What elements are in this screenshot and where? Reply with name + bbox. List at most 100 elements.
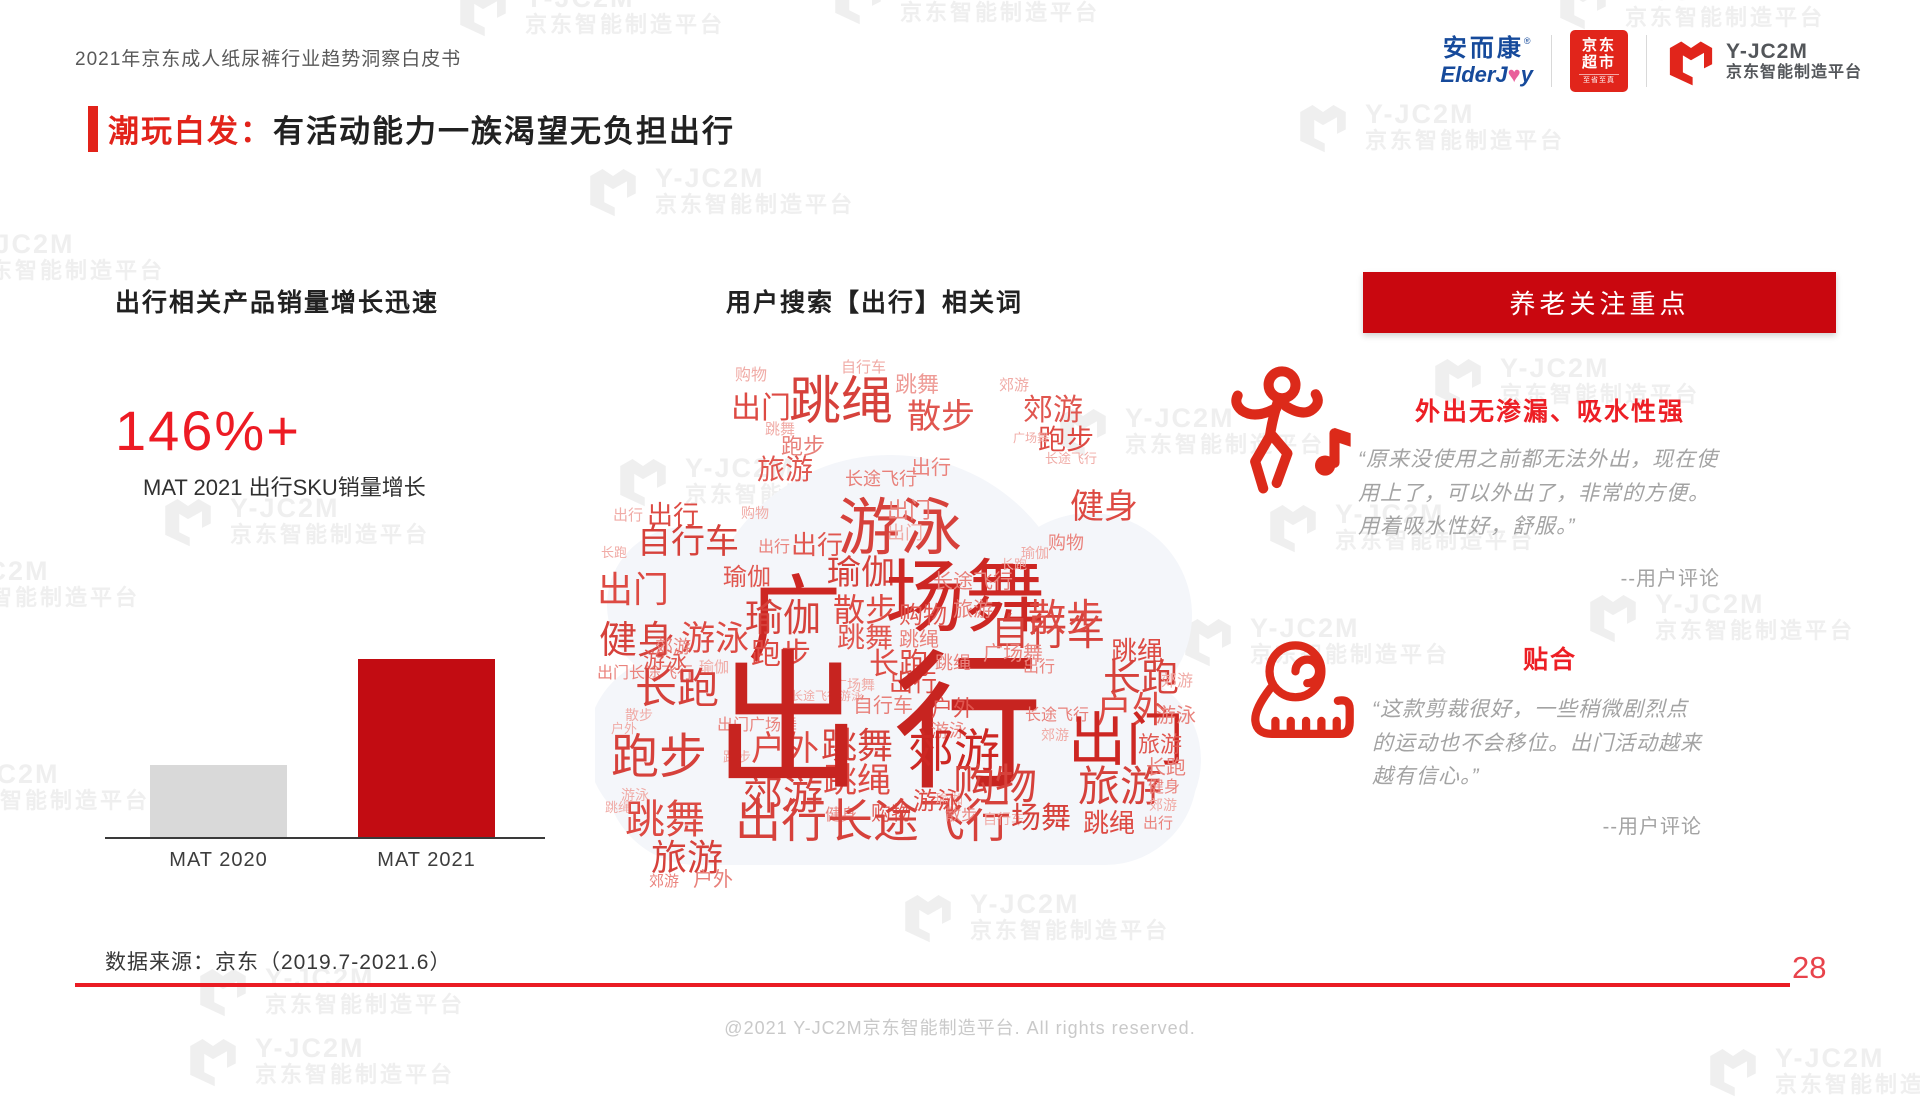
cloud-word: 自行车 (853, 695, 913, 717)
cloud-word: 瑜伽 (1021, 545, 1049, 561)
cloud-word: 瑜伽 (723, 564, 771, 591)
cloud-word: 游泳 (931, 721, 967, 741)
cloud-word: 广场舞 (983, 643, 1043, 665)
cloud-word: 跳绳 (823, 762, 891, 800)
cloud-word: 出行 (613, 507, 644, 524)
cloud-word: 出行 (911, 457, 951, 479)
cloud-word: 户外 (931, 696, 976, 721)
cloud-word: 长途飞行 (845, 469, 917, 489)
cloud-word: 旅游 (651, 837, 724, 878)
yjc2m-subtitle: 京东智能制造平台 (1725, 63, 1862, 81)
cloud-word: 郊游 (1161, 673, 1194, 690)
elderjoy-cn: 安而康 (1442, 34, 1524, 62)
cloud-word: 瑜伽 (745, 598, 822, 640)
cloud-word: 散步 (1028, 598, 1105, 640)
yjc2m-logo: Y-JC2M 京东智能制造平台 (1665, 35, 1862, 87)
cloud-word: 跳绳 (605, 800, 632, 815)
cloud-word: 长跑 (1146, 757, 1186, 779)
cloud-word: 场舞 (1011, 802, 1071, 835)
cloud-word: 广场舞 (833, 677, 875, 693)
heart-icon: ♥ (1507, 61, 1521, 87)
cloud-word: 跳绳 (1083, 808, 1136, 838)
jd-supermarket-logo: 京东 超市 至省至真 (1569, 30, 1628, 92)
left-section-heading: 出行相关产品销量增长迅速 (115, 289, 440, 317)
cloud-word: 出行 (647, 500, 700, 530)
cloud-word: 长跑 (601, 545, 628, 560)
cloud-word: 旅游 (1078, 763, 1163, 810)
cloud-word: 广场舞 (1013, 431, 1050, 445)
cloud-word: 出行 (758, 539, 791, 556)
stat-value: 146%+ (115, 399, 301, 462)
stat-label: MAT 2021 出行SKU销量增长 (143, 475, 426, 500)
yjc2m-name: Y-JC2M (1725, 39, 1808, 63)
cloud-word: 郊游 (908, 725, 1000, 777)
cloud-shape (595, 455, 1201, 865)
cloud-word: 出行长途飞行 (735, 795, 1011, 847)
quote1-title: 外出无渗漏、吸水性强 (1414, 398, 1685, 426)
word-cloud: 购物 自行车 跳舞 出门 跳绳 散步 郊游 郊游 跑步 广场舞 长途飞行 跳舞 跑步 旅游 出行 出行 购物 自行… (595, 360, 1210, 890)
cloud-word: 出门 (887, 498, 932, 523)
cloud-word: 跑步 (611, 731, 708, 784)
cloud-word: 游泳 (1156, 705, 1196, 727)
cloud-word: 广 (747, 568, 843, 674)
cloud-word: 长途飞行游泳 (791, 689, 864, 703)
cloud-word: 出行 (1143, 815, 1174, 832)
cloud-word: 跳绳 (899, 629, 939, 651)
cloud-word: 跑步 (723, 749, 751, 765)
cloud-word: 郊游 (1149, 797, 1177, 813)
title-highlight: 潮玩白发： (108, 114, 273, 149)
cloud-word: 健身 (825, 807, 858, 824)
data-source: 数据来源：京东（2019.7-2021.6） (105, 951, 452, 974)
cloud-word: 郊游 (1041, 727, 1069, 743)
cloud-word: 出行 (791, 530, 844, 560)
cloud-word: 健身 (1148, 779, 1181, 796)
cloud-word: 购物 (871, 803, 911, 825)
cloud-word: 出门 (731, 392, 791, 425)
cloud-word: 场舞 (885, 553, 1045, 642)
cloud-word: 跑步 (751, 638, 811, 671)
cloud-word: 郊游 (649, 873, 680, 890)
quote1-text: “原来没使用之前都无法外出，现在使用上了，可以外出了，非常的方便。用着吸水性好，… (1358, 448, 1718, 539)
title-accent-bar (88, 106, 98, 152)
cloud-word: 郊游 (743, 774, 823, 818)
cloud-word: 散步 (625, 707, 653, 723)
copyright-footer: @2021 Y-JC2M京东智能制造平台. All rights reserve… (724, 1018, 1196, 1038)
cloud-word: 旅游 (1138, 732, 1183, 757)
quote2-text: “这款剪裁很好，一些稍微剧烈点的运动也不会移位。出门活动越来越有信心。” (1372, 698, 1702, 789)
title-rest: 有活动能力一族渴望无负担出行 (273, 114, 735, 149)
quote2-title: 贴合 (1522, 646, 1577, 674)
cloud-word: 长途飞行 (1045, 451, 1098, 466)
elderjoy-logo: 安而康® ElderJ♥y (1440, 34, 1533, 87)
cloud-word: 自行车 (637, 523, 739, 561)
cloud-word: 跑步 (781, 434, 826, 459)
cloud-word: 购物 (899, 602, 947, 629)
yjc2m-mark-icon (1669, 41, 1713, 86)
cloud-word: 出行 (1023, 659, 1056, 676)
logo-divider (1645, 35, 1647, 87)
cloud-word: 旅游 (953, 599, 993, 621)
cloud-word: 郊游 (999, 377, 1030, 394)
cloud-word: 长跑 (1001, 557, 1028, 572)
cloud-word: 出门 (597, 569, 670, 610)
cloud-word: 出行 (889, 670, 937, 697)
cloud-word: 购物 (1048, 533, 1084, 553)
cloud-word: 长途飞行 (933, 571, 1013, 593)
cloud-word: 出门长途飞行 (597, 665, 694, 682)
cloud-word: 散步 (907, 398, 975, 436)
cloud-word: 出门广场舞 (717, 717, 798, 734)
chart-plot-area (105, 648, 545, 839)
quote2-attribution: --用户评论 (1602, 816, 1702, 838)
cloud-word: 游泳 (913, 788, 961, 815)
cloud-word: 跳舞 (765, 421, 796, 438)
cloud-word: 户外 (693, 869, 733, 891)
bar-label: MAT 2020 (169, 849, 268, 871)
elderjoy-en: ElderJ♥y (1440, 61, 1533, 87)
cloud-word: 跳舞 (625, 798, 705, 842)
cloud-word: 跳绳 (935, 653, 971, 673)
cloud-word: 出行 (713, 639, 1074, 807)
cloud-word: 跳舞 (837, 622, 894, 653)
cloud-word: 郊游 (1023, 394, 1083, 427)
chart-category-labels: MAT 2020 MAT 2021 (105, 849, 545, 872)
cloud-word: 跳舞 (895, 372, 940, 397)
registered-mark-icon: ® (1523, 35, 1531, 46)
